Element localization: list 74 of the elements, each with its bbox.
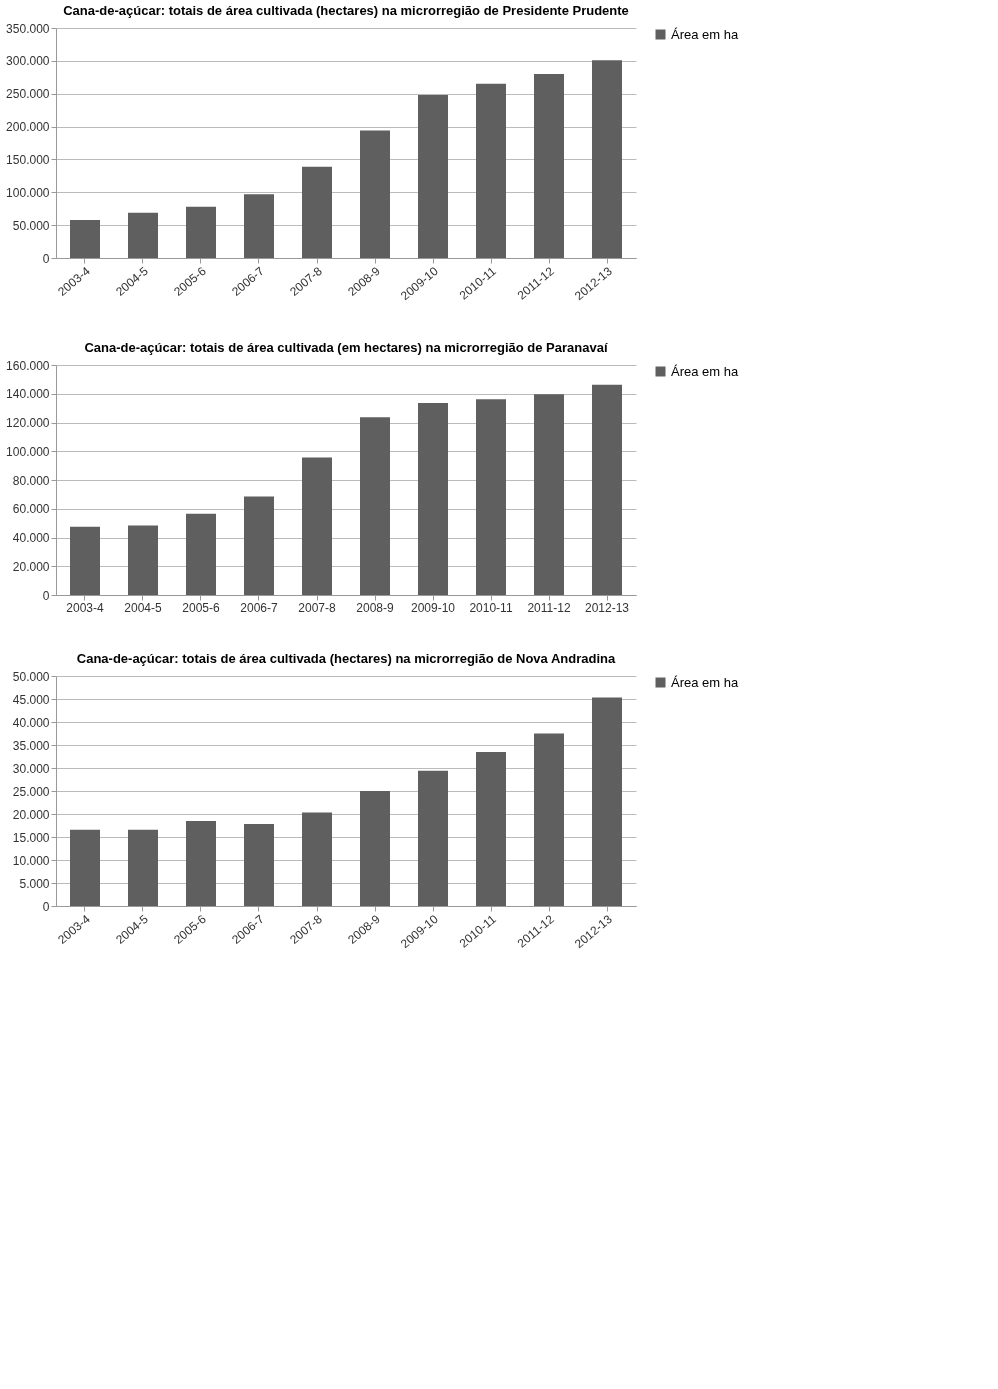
y-tick-label: 35.000 [12, 738, 50, 753]
y-tick-label: 30.000 [12, 761, 50, 776]
bar [302, 166, 332, 258]
legend-label: Área em ha [671, 674, 739, 690]
bar [418, 403, 448, 595]
bar [592, 384, 622, 595]
bar [244, 824, 274, 906]
y-tick-label: 40.000 [12, 531, 50, 545]
x-tick-label: 2011-12 [527, 600, 571, 615]
bar [128, 212, 158, 258]
y-tick-label: 10.000 [12, 853, 50, 868]
bar [592, 697, 622, 906]
x-tick-label: 2004-5 [124, 600, 162, 615]
y-tick-label: 25.000 [12, 784, 50, 799]
chart-title: Cana-de-açúcar: totais de área cultivada (hectares) na microrregião de Nova Andradina [76, 651, 616, 666]
bar [360, 417, 390, 595]
y-tick-label: 20.000 [12, 559, 50, 574]
bar [128, 829, 158, 906]
bar [70, 829, 100, 906]
y-tick-label: 20.000 [12, 807, 50, 822]
bar [302, 812, 332, 906]
x-tick-label: 2007-8 [298, 600, 336, 615]
chart-title: Cana-de-açúcar: totais de área cultivada (hectares) na microrregião de Presidente Prudente [63, 3, 629, 18]
bar [128, 525, 158, 595]
bar [186, 820, 216, 906]
y-tick-label: 120.000 [6, 416, 50, 430]
bar [418, 95, 448, 258]
bar [244, 496, 274, 595]
y-tick-label: 45.000 [12, 692, 50, 707]
y-tick-label: 50.000 [12, 669, 50, 684]
bar [476, 83, 506, 258]
x-tick-label: 2012-13 [584, 600, 630, 615]
y-tick-label: 350.000 [6, 21, 50, 36]
y-tick-label: 300.000 [6, 54, 50, 69]
bar [70, 526, 100, 595]
y-tick-label: 40.000 [12, 715, 50, 730]
bar [592, 60, 622, 258]
y-tick-label: 15.000 [12, 830, 50, 845]
legend-label: Área em ha [671, 363, 739, 379]
y-tick-label: 100.000 [6, 444, 50, 459]
y-tick-label: 140.000 [6, 387, 50, 402]
y-tick-label: 150.000 [6, 152, 50, 167]
y-tick-label: 200.000 [6, 120, 50, 135]
chart-title: Cana-de-açúcar: totais de área cultivada (em hectares) na microrregião de Paranavaí [84, 340, 608, 355]
x-tick-label: 2003-4 [66, 600, 104, 615]
y-tick-label: 60.000 [12, 502, 50, 517]
bar [360, 130, 390, 258]
y-tick-label: 160.000 [6, 358, 50, 373]
x-tick-label: 2006-7 [240, 600, 278, 615]
bar [476, 399, 506, 595]
y-tick-label: 80.000 [12, 473, 50, 488]
x-tick-label: 2010-11 [469, 600, 513, 615]
x-tick-label: 2005-6 [182, 600, 220, 615]
bar [244, 194, 274, 258]
bar [70, 219, 100, 258]
y-tick-label: 0 [42, 899, 50, 914]
bar [534, 394, 564, 595]
legend-label: Área em ha [671, 26, 739, 42]
x-tick-label: 2009-10 [410, 600, 456, 615]
bar [186, 513, 216, 595]
y-tick-label: 100.000 [6, 185, 50, 200]
bar [534, 74, 564, 258]
y-tick-label: 0 [42, 251, 50, 266]
bar [186, 206, 216, 258]
y-tick-label: 5.000 [19, 876, 50, 891]
y-tick-label: 50.000 [12, 218, 50, 233]
y-tick-label: 0 [42, 588, 50, 603]
bar [302, 457, 332, 595]
bar [534, 733, 564, 906]
bar [418, 770, 448, 906]
x-tick-label: 2008-9 [356, 600, 394, 615]
bar [360, 791, 390, 906]
bar [476, 751, 506, 906]
y-tick-label: 250.000 [6, 87, 50, 102]
